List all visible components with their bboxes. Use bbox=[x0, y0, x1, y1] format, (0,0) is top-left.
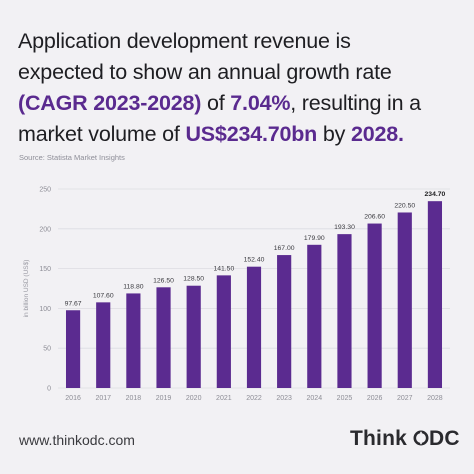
bar-value-label: 141.50 bbox=[213, 265, 234, 272]
bar-value-label: 193.30 bbox=[334, 224, 355, 231]
x-tick-label: 2023 bbox=[276, 395, 292, 402]
headline-target-year: 2028 bbox=[350, 122, 399, 146]
bar-value-label: 220.50 bbox=[394, 202, 415, 209]
headline-cagr-period: (CAGR 2023-2028) bbox=[18, 91, 202, 115]
headline-text: market volume of bbox=[18, 122, 186, 146]
headline-cagr-value: 7.04% bbox=[230, 91, 291, 115]
bar bbox=[96, 302, 111, 388]
thinkodc-logo: Think DC bbox=[350, 427, 460, 451]
bar-chart: 0 50 100 150 200 250 in billion USD (US$) 97.67… bbox=[23, 187, 450, 402]
bar bbox=[186, 285, 201, 388]
bar-value-label: 206.60 bbox=[364, 214, 385, 221]
x-tick-label: 2028 bbox=[427, 395, 443, 402]
bar bbox=[246, 266, 262, 388]
bar bbox=[307, 244, 322, 388]
bar bbox=[65, 310, 81, 388]
bar bbox=[216, 275, 231, 388]
x-tick-label: 2016 bbox=[65, 395, 81, 402]
bar-value-label: 107.60 bbox=[93, 292, 114, 299]
x-tick-label: 2026 bbox=[367, 395, 383, 402]
x-tick-label: 2027 bbox=[397, 395, 413, 402]
headline-period: . bbox=[398, 122, 404, 146]
y-tick-label: 200 bbox=[39, 226, 51, 233]
x-tick-label: 2021 bbox=[216, 395, 232, 402]
bar-value-label: 179.90 bbox=[304, 235, 325, 242]
logo-o-mark-icon bbox=[413, 430, 429, 446]
headline: Application development revenue is expec… bbox=[18, 26, 463, 150]
y-tick-label: 0 bbox=[47, 386, 51, 393]
bar-value-label: 97.67 bbox=[65, 300, 82, 307]
x-tick-label: 2019 bbox=[156, 395, 172, 402]
y-tick-label: 50 bbox=[43, 346, 51, 353]
y-tick-label: 150 bbox=[39, 266, 51, 273]
x-tick-label: 2024 bbox=[307, 395, 323, 402]
y-tick-label: 250 bbox=[39, 187, 51, 194]
headline-line2: expected to show an annual growth rate bbox=[18, 60, 392, 84]
bar-value-label: 234.70 bbox=[425, 191, 446, 198]
logo-text-right: DC bbox=[429, 427, 460, 450]
x-tick-label: 2017 bbox=[95, 395, 111, 402]
y-tick-label: 100 bbox=[39, 306, 51, 313]
bar-value-label: 152.40 bbox=[244, 257, 265, 264]
bar bbox=[427, 201, 443, 388]
bar bbox=[367, 223, 382, 388]
bar bbox=[156, 287, 171, 388]
bar-value-label: 167.00 bbox=[274, 245, 295, 252]
bar-value-label: 118.80 bbox=[123, 283, 144, 290]
headline-market-volume: US$234.70bn bbox=[185, 122, 318, 146]
headline-line1: Application development revenue is bbox=[18, 29, 351, 53]
bar bbox=[337, 234, 352, 388]
bar bbox=[126, 293, 141, 388]
bar-value-label: 126.50 bbox=[153, 277, 174, 284]
bar bbox=[397, 212, 412, 388]
headline-text: of bbox=[201, 91, 231, 115]
x-tick-label: 2020 bbox=[186, 395, 202, 402]
x-tick-label: 2018 bbox=[126, 395, 142, 402]
logo-text-left: Think bbox=[350, 427, 407, 450]
y-axis-label: in billion USD (US$) bbox=[23, 260, 30, 318]
bar bbox=[277, 255, 292, 388]
footer-url[interactable]: www.thinkodc.com bbox=[19, 432, 135, 448]
source-note: Source: Statista Market Insights bbox=[19, 153, 125, 162]
headline-text: by bbox=[317, 122, 351, 146]
headline-text: , resulting in a bbox=[290, 91, 421, 115]
x-tick-label: 2025 bbox=[337, 395, 353, 402]
bar-value-label: 128.50 bbox=[183, 276, 204, 283]
x-tick-label: 2022 bbox=[246, 395, 262, 402]
